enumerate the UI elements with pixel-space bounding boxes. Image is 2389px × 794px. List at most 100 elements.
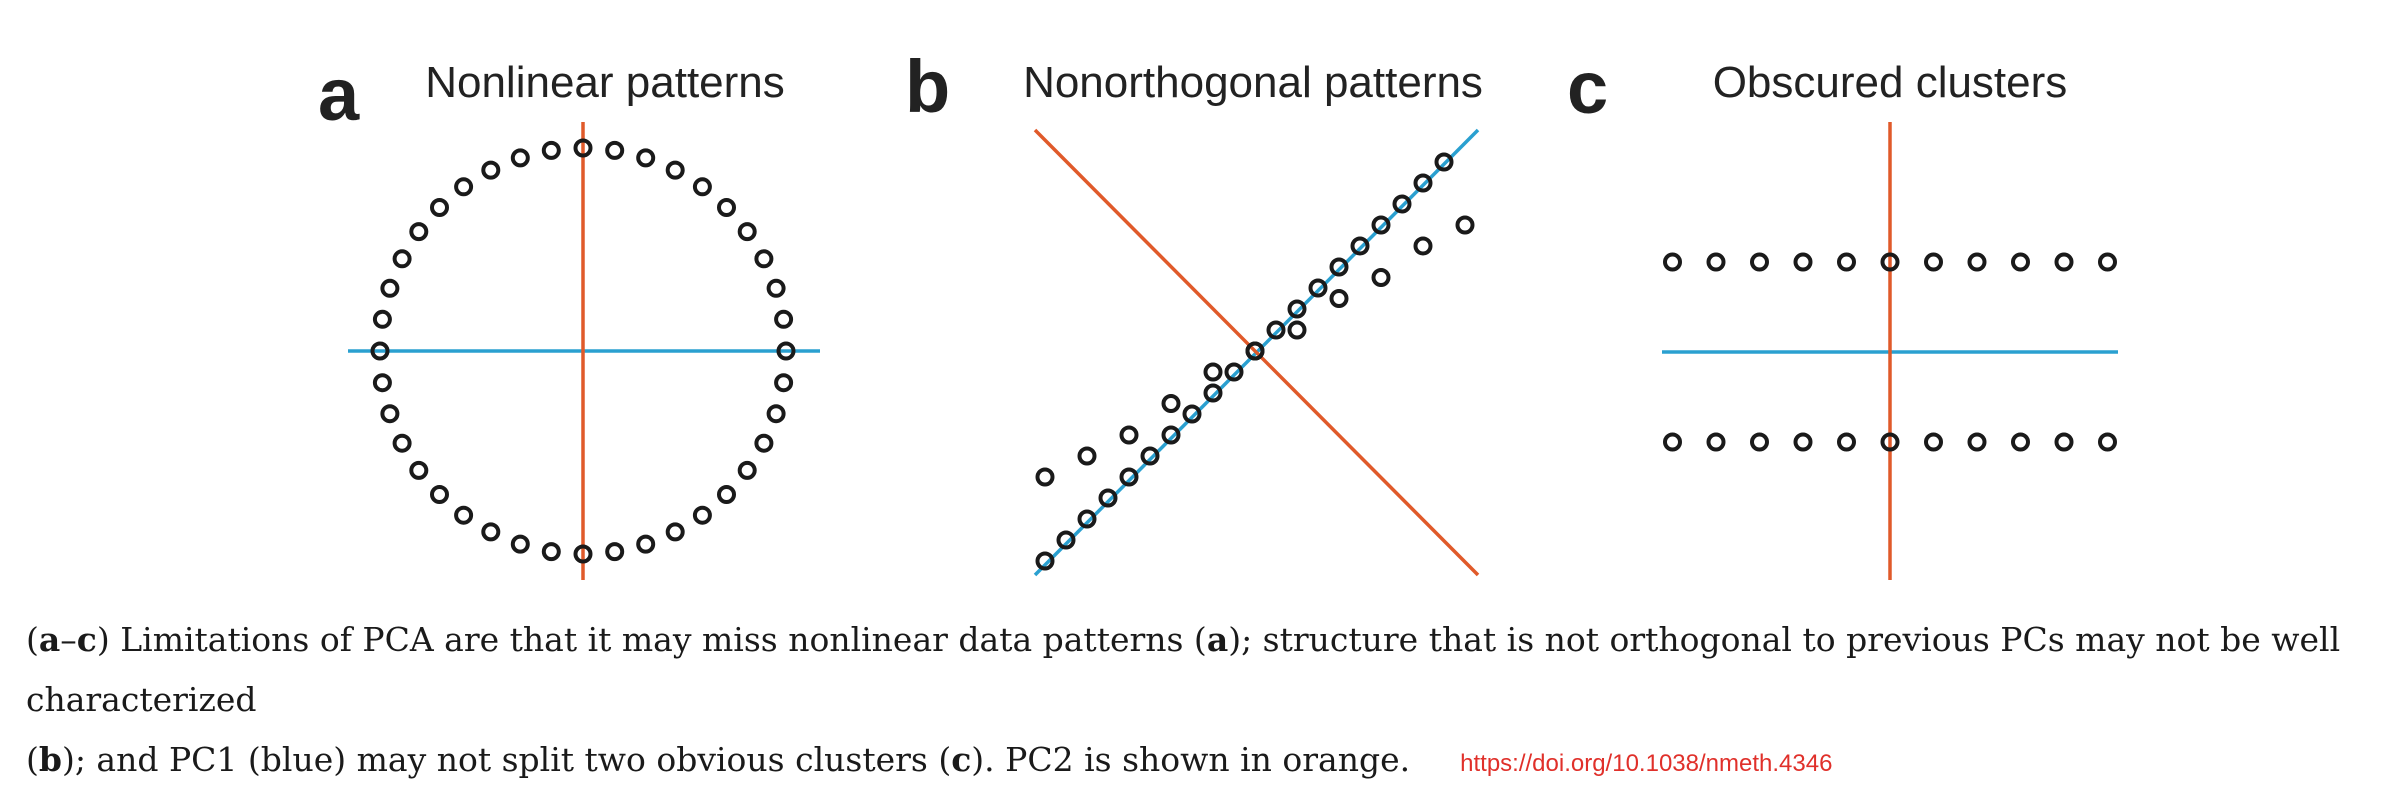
- data-point: [1035, 551, 1055, 571]
- data-point: [636, 534, 656, 554]
- data-point: [1056, 530, 1076, 550]
- data-point: [1371, 215, 1391, 235]
- panel-title-a: Nonlinear patterns: [425, 58, 785, 107]
- pca-limitations-figure: a Nonlinear patterns b Nonorthogonal pat…: [318, 45, 2118, 580]
- data-point: [1266, 320, 1286, 340]
- data-point: [1924, 432, 1943, 452]
- data-point: [1161, 394, 1181, 413]
- data-points-a: [370, 138, 796, 564]
- data-point: [573, 544, 593, 564]
- data-point: [774, 373, 794, 393]
- data-point: [541, 542, 561, 562]
- data-point: [1329, 257, 1349, 277]
- caption-range-end: c: [76, 620, 97, 659]
- data-point: [2011, 252, 2030, 272]
- data-point: [1371, 268, 1391, 287]
- panel-letter-b: b: [905, 45, 950, 128]
- data-points-c: [1663, 252, 2117, 452]
- data-point: [1329, 289, 1349, 308]
- data-point: [1077, 509, 1097, 529]
- data-point: [510, 148, 530, 168]
- data-point: [1287, 320, 1307, 340]
- caption-part-2: ); structure that is not orthogonal to p…: [26, 620, 2341, 719]
- data-point: [717, 485, 736, 504]
- data-point: [1750, 432, 1769, 452]
- data-point: [665, 160, 685, 180]
- data-point: [409, 222, 429, 242]
- data-point: [1837, 432, 1856, 452]
- panel-letter-c: c: [1567, 46, 1608, 129]
- data-point: [380, 404, 400, 424]
- data-point: [1663, 252, 1682, 272]
- data-point: [1793, 432, 1813, 452]
- panel-c: c Obscured clusters: [1567, 46, 2118, 580]
- data-point: [1750, 252, 1769, 272]
- caption-ref-a: a: [1206, 620, 1229, 659]
- data-point: [372, 373, 392, 393]
- data-point: [1245, 341, 1265, 361]
- data-point: [454, 177, 474, 197]
- data-point: [573, 138, 593, 158]
- data-point: [692, 177, 712, 197]
- data-point: [737, 222, 757, 242]
- panel-b: b Nonorthogonal patterns: [905, 45, 1483, 577]
- data-point: [776, 341, 796, 361]
- data-point: [1413, 173, 1433, 193]
- figure-caption: (a–c) Limitations of PCA are that it may…: [26, 610, 2376, 794]
- data-point: [754, 249, 774, 269]
- data-point: [2054, 252, 2074, 272]
- data-point: [766, 404, 786, 424]
- data-point: [392, 249, 412, 269]
- data-point: [766, 278, 786, 298]
- doi-link[interactable]: https://doi.org/10.1038/nmeth.4346: [1460, 750, 1833, 777]
- data-point: [1413, 236, 1433, 256]
- panel-letter-a: a: [318, 53, 360, 136]
- data-point: [2098, 432, 2117, 452]
- data-point: [1924, 252, 1943, 272]
- data-point: [1308, 278, 1328, 298]
- data-point: [481, 160, 501, 180]
- data-point: [1203, 383, 1223, 403]
- data-point: [1224, 362, 1244, 382]
- data-point: [636, 148, 656, 168]
- data-point: [692, 505, 712, 525]
- data-point: [454, 505, 474, 525]
- data-point: [2054, 432, 2074, 452]
- data-point: [1119, 425, 1139, 445]
- caption-ref-b: b: [38, 740, 62, 779]
- data-point: [1706, 252, 1726, 272]
- data-point: [1880, 432, 1900, 452]
- caption-open-2: (: [26, 740, 39, 779]
- data-point: [510, 534, 530, 554]
- data-point: [605, 542, 625, 562]
- data-point: [380, 278, 400, 298]
- data-point: [1077, 446, 1097, 466]
- data-point: [717, 198, 736, 217]
- data-point: [1035, 467, 1055, 487]
- panel-title-c: Obscured clusters: [1713, 58, 2068, 107]
- pc2-axis-b: [1033, 128, 1480, 577]
- data-point: [1161, 425, 1181, 445]
- data-point: [1793, 252, 1813, 272]
- data-point: [2098, 252, 2117, 272]
- data-point: [541, 140, 561, 160]
- data-point: [1434, 152, 1454, 172]
- data-point: [481, 522, 501, 542]
- data-point: [409, 460, 429, 480]
- caption-ref-c: c: [951, 740, 972, 779]
- panel-title-b: Nonorthogonal patterns: [1023, 58, 1483, 107]
- data-point: [372, 309, 392, 329]
- data-point: [1706, 432, 1726, 452]
- caption-range-dash: –: [60, 620, 77, 659]
- data-point: [1663, 432, 1682, 452]
- data-point: [430, 485, 449, 504]
- data-point: [605, 140, 625, 160]
- data-point: [430, 198, 449, 217]
- data-point: [2011, 432, 2030, 452]
- data-point: [392, 433, 412, 453]
- data-point: [1880, 252, 1900, 272]
- data-point: [1967, 252, 1987, 272]
- caption-part-3: ); and PC1 (blue) may not split two obvi…: [61, 740, 952, 779]
- data-point: [1455, 215, 1475, 235]
- data-point: [370, 341, 390, 361]
